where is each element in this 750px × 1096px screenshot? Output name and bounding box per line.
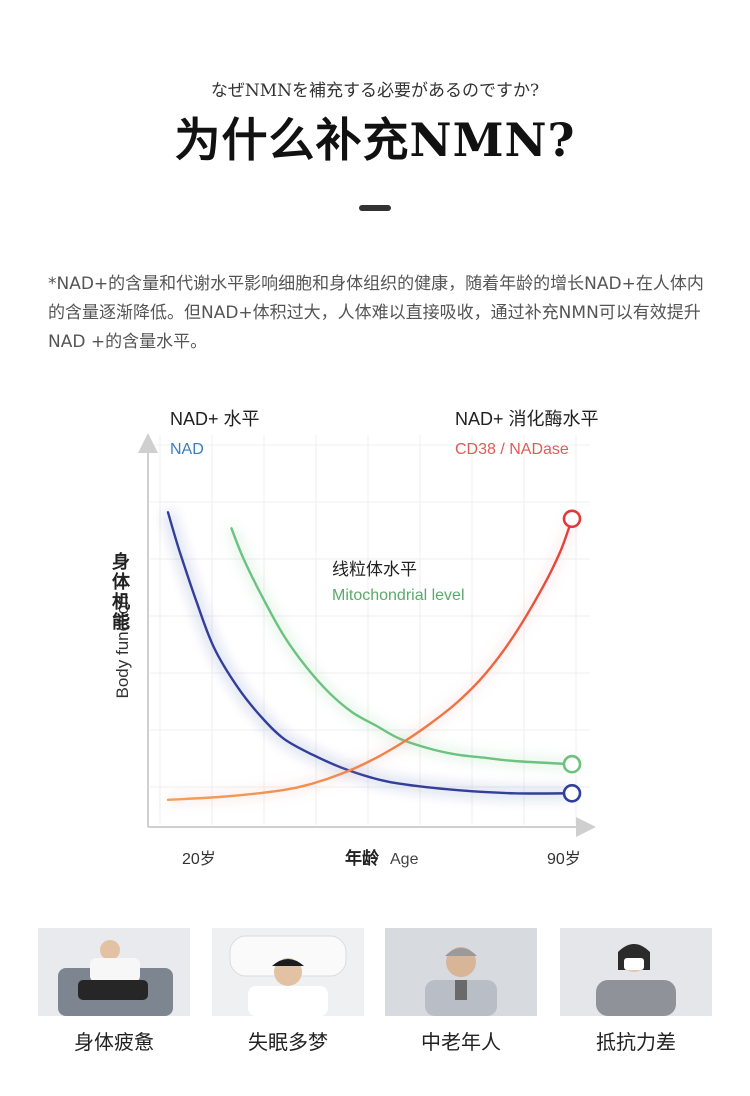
symptom-photos: 身体疲惫 失眠多梦 中老年人 抵抗力差 (38, 928, 712, 1058)
series-end-marker-nad (562, 783, 582, 803)
series-layer (163, 510, 577, 805)
nad-label-title: NAD+ 水平 (170, 409, 260, 429)
cd38-label-sub: CD38 / NADase (455, 441, 569, 458)
y-axis-label-en: Body function (113, 595, 132, 698)
photo-label-4: 抵抗力差 (596, 1030, 676, 1054)
photo-label-3: 中老年人 (421, 1030, 501, 1054)
cd38-label-title: NAD+ 消化酶水平 (455, 409, 599, 429)
mito-label-title: 线粒体水平 (332, 560, 417, 579)
series-line-mito (230, 527, 574, 766)
y-axis-label-cn: 身体机能 (112, 552, 130, 633)
mito-label-sub: Mitochondrial level (332, 587, 465, 604)
series-line-cd38 (166, 517, 574, 801)
nad-label-sub: NAD (170, 441, 204, 458)
insomnia-person-photo (212, 928, 364, 1016)
series-glow-nad (163, 510, 573, 799)
marker-layer (562, 509, 582, 803)
chart-grid (150, 435, 590, 825)
tired-person-photo (38, 928, 190, 1016)
x-tick-start: 20岁 (182, 850, 216, 868)
photo-label-2: 失眠多梦 (248, 1030, 328, 1054)
subtitle-jp: なぜNMNを補充する必要があるのですか? (210, 81, 540, 101)
series-end-marker-mito (562, 754, 582, 774)
sick-person-photo (560, 928, 712, 1016)
photo-label-1: 身体疲惫 (74, 1030, 154, 1054)
series-line-nad (166, 511, 574, 795)
nad-chart: NAD+ 水平 NAD NAD+ 消化酶水平 CD38 / NADase 线粒体… (0, 385, 750, 885)
x-axis-label-en: Age (390, 851, 419, 868)
elderly-person-photo (385, 928, 537, 1016)
page-title: 为什么补充NMN? (174, 113, 576, 167)
x-tick-end: 90岁 (547, 850, 581, 868)
title-divider (359, 205, 391, 211)
x-axis-label-cn: 年龄 (345, 848, 380, 868)
intro-text: *NAD+的含量和代谢水平影响细胞和身体组织的健康，随着年龄的增长NAD+在人体… (48, 274, 704, 352)
series-end-marker-cd38 (562, 509, 582, 529)
chart-svg: NAD+ 水平 NAD NAD+ 消化酶水平 CD38 / NADase 线粒体… (113, 409, 599, 868)
